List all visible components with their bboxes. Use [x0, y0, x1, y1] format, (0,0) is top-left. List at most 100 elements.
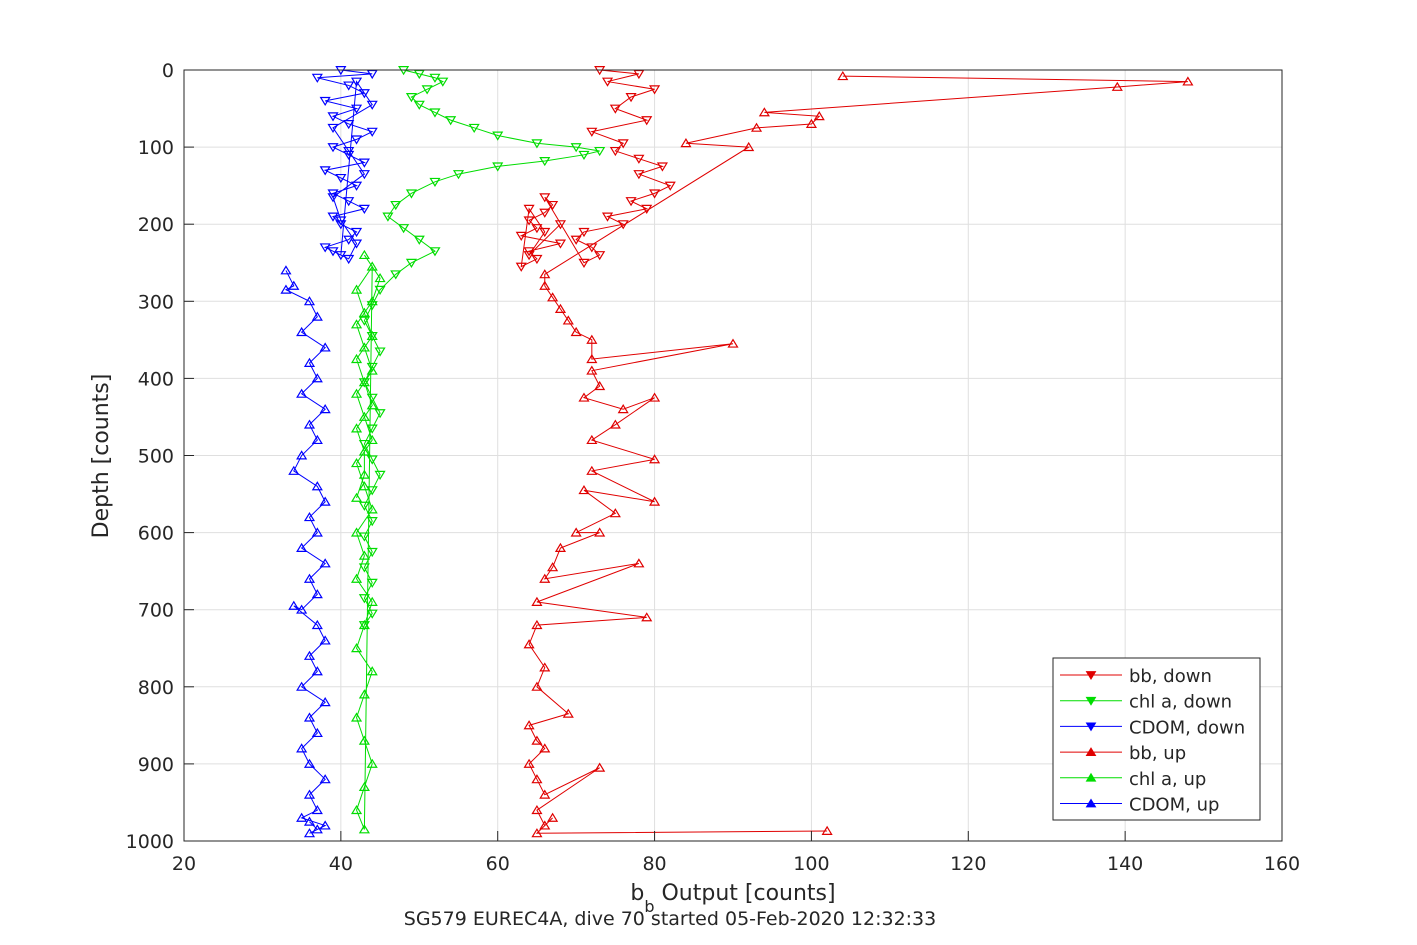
data-point: [296, 542, 308, 552]
x-axis-ticks: 20 40 60 80 100 120 140 160: [172, 831, 1300, 875]
data-point: [578, 392, 590, 402]
data-point: [343, 81, 355, 91]
data-point: [343, 119, 355, 130]
data-point: [586, 127, 598, 137]
data-point: [335, 251, 347, 261]
data-point: [319, 496, 331, 506]
data-point: [421, 85, 433, 95]
data-point: [586, 365, 598, 375]
x-tick-label: 120: [950, 853, 986, 875]
data-point: [758, 107, 770, 117]
data-point: [641, 612, 653, 622]
data-point: [570, 326, 582, 337]
data-point: [303, 789, 316, 799]
data-point: [366, 547, 378, 558]
data-point: [350, 284, 363, 294]
data-point: [429, 247, 441, 257]
data-point: [358, 446, 370, 456]
data-point: [327, 112, 339, 122]
y-tick-label: 100: [138, 137, 174, 159]
data-point: [578, 484, 590, 495]
data-point: [531, 254, 543, 265]
data-point: [374, 470, 386, 480]
data-point: [413, 100, 425, 110]
data-point: [366, 296, 378, 306]
legend-marker: [1085, 671, 1097, 681]
y-axis-label: Depth [counts]: [89, 374, 114, 539]
chart-subtitle: SG579 EUREC4A, dive 70 started 05-Feb-20…: [404, 908, 936, 930]
data-point: [649, 496, 661, 506]
data-point: [578, 258, 590, 268]
data-point: [343, 150, 355, 161]
data-point: [656, 162, 668, 172]
data-point: [366, 330, 378, 340]
data-point: [366, 609, 378, 619]
series-0: [515, 66, 676, 272]
data-point: [280, 265, 292, 275]
data-point: [358, 377, 370, 387]
data-point: [813, 111, 825, 121]
data-point: [594, 251, 606, 261]
data-point: [366, 486, 378, 496]
x-tick-label: 140: [1107, 853, 1143, 875]
data-point: [374, 272, 386, 283]
data-point: [821, 825, 833, 835]
x-tick-label: 20: [172, 853, 196, 875]
data-point: [303, 712, 316, 722]
data-point: [366, 504, 378, 514]
data-point: [358, 563, 370, 573]
data-point: [296, 450, 308, 460]
data-point: [539, 280, 551, 290]
data-point: [366, 596, 378, 606]
legend-label: bb, down: [1129, 666, 1212, 687]
data-point: [743, 141, 755, 152]
legend-label: chl a, down: [1129, 692, 1232, 713]
data-point: [319, 774, 331, 784]
data-point: [358, 689, 370, 699]
data-point: [311, 727, 323, 738]
series-line: [355, 254, 381, 830]
data-point: [358, 532, 370, 542]
data-point: [586, 334, 598, 344]
data-point: [554, 239, 567, 249]
data-point: [531, 619, 543, 630]
data-point: [319, 635, 331, 645]
data-point: [492, 162, 504, 172]
data-point: [358, 824, 370, 834]
data-point: [358, 550, 370, 560]
data-point: [288, 600, 300, 610]
data-point: [327, 247, 339, 257]
data-point: [515, 262, 527, 272]
data-point: [531, 224, 543, 234]
data-point: [319, 243, 331, 253]
data-point: [311, 619, 323, 630]
data-point: [539, 820, 551, 830]
data-point: [523, 216, 535, 226]
data-point: [311, 824, 323, 834]
legend-marker: [1085, 722, 1097, 732]
y-tick-label: 600: [138, 523, 174, 545]
legend-box: [1052, 657, 1261, 821]
data-point: [335, 173, 347, 184]
data-point: [390, 200, 402, 211]
data-point: [303, 419, 316, 429]
y-tick-label: 900: [138, 754, 174, 776]
data-point: [531, 681, 543, 691]
data-point: [554, 220, 567, 230]
series-line: [284, 270, 327, 834]
x-tick-label: 40: [329, 853, 353, 875]
data-point: [492, 131, 504, 141]
data-point: [539, 743, 551, 753]
data-point: [837, 70, 849, 81]
legend-marker: [1085, 798, 1097, 808]
data-point: [358, 594, 370, 604]
data-point: [303, 511, 316, 522]
data-point: [539, 208, 551, 218]
data-point: [319, 820, 331, 830]
data-point: [366, 434, 378, 445]
data-point: [311, 481, 323, 491]
data-point: [445, 116, 457, 126]
data-point: [366, 362, 378, 373]
data-point: [523, 758, 535, 768]
